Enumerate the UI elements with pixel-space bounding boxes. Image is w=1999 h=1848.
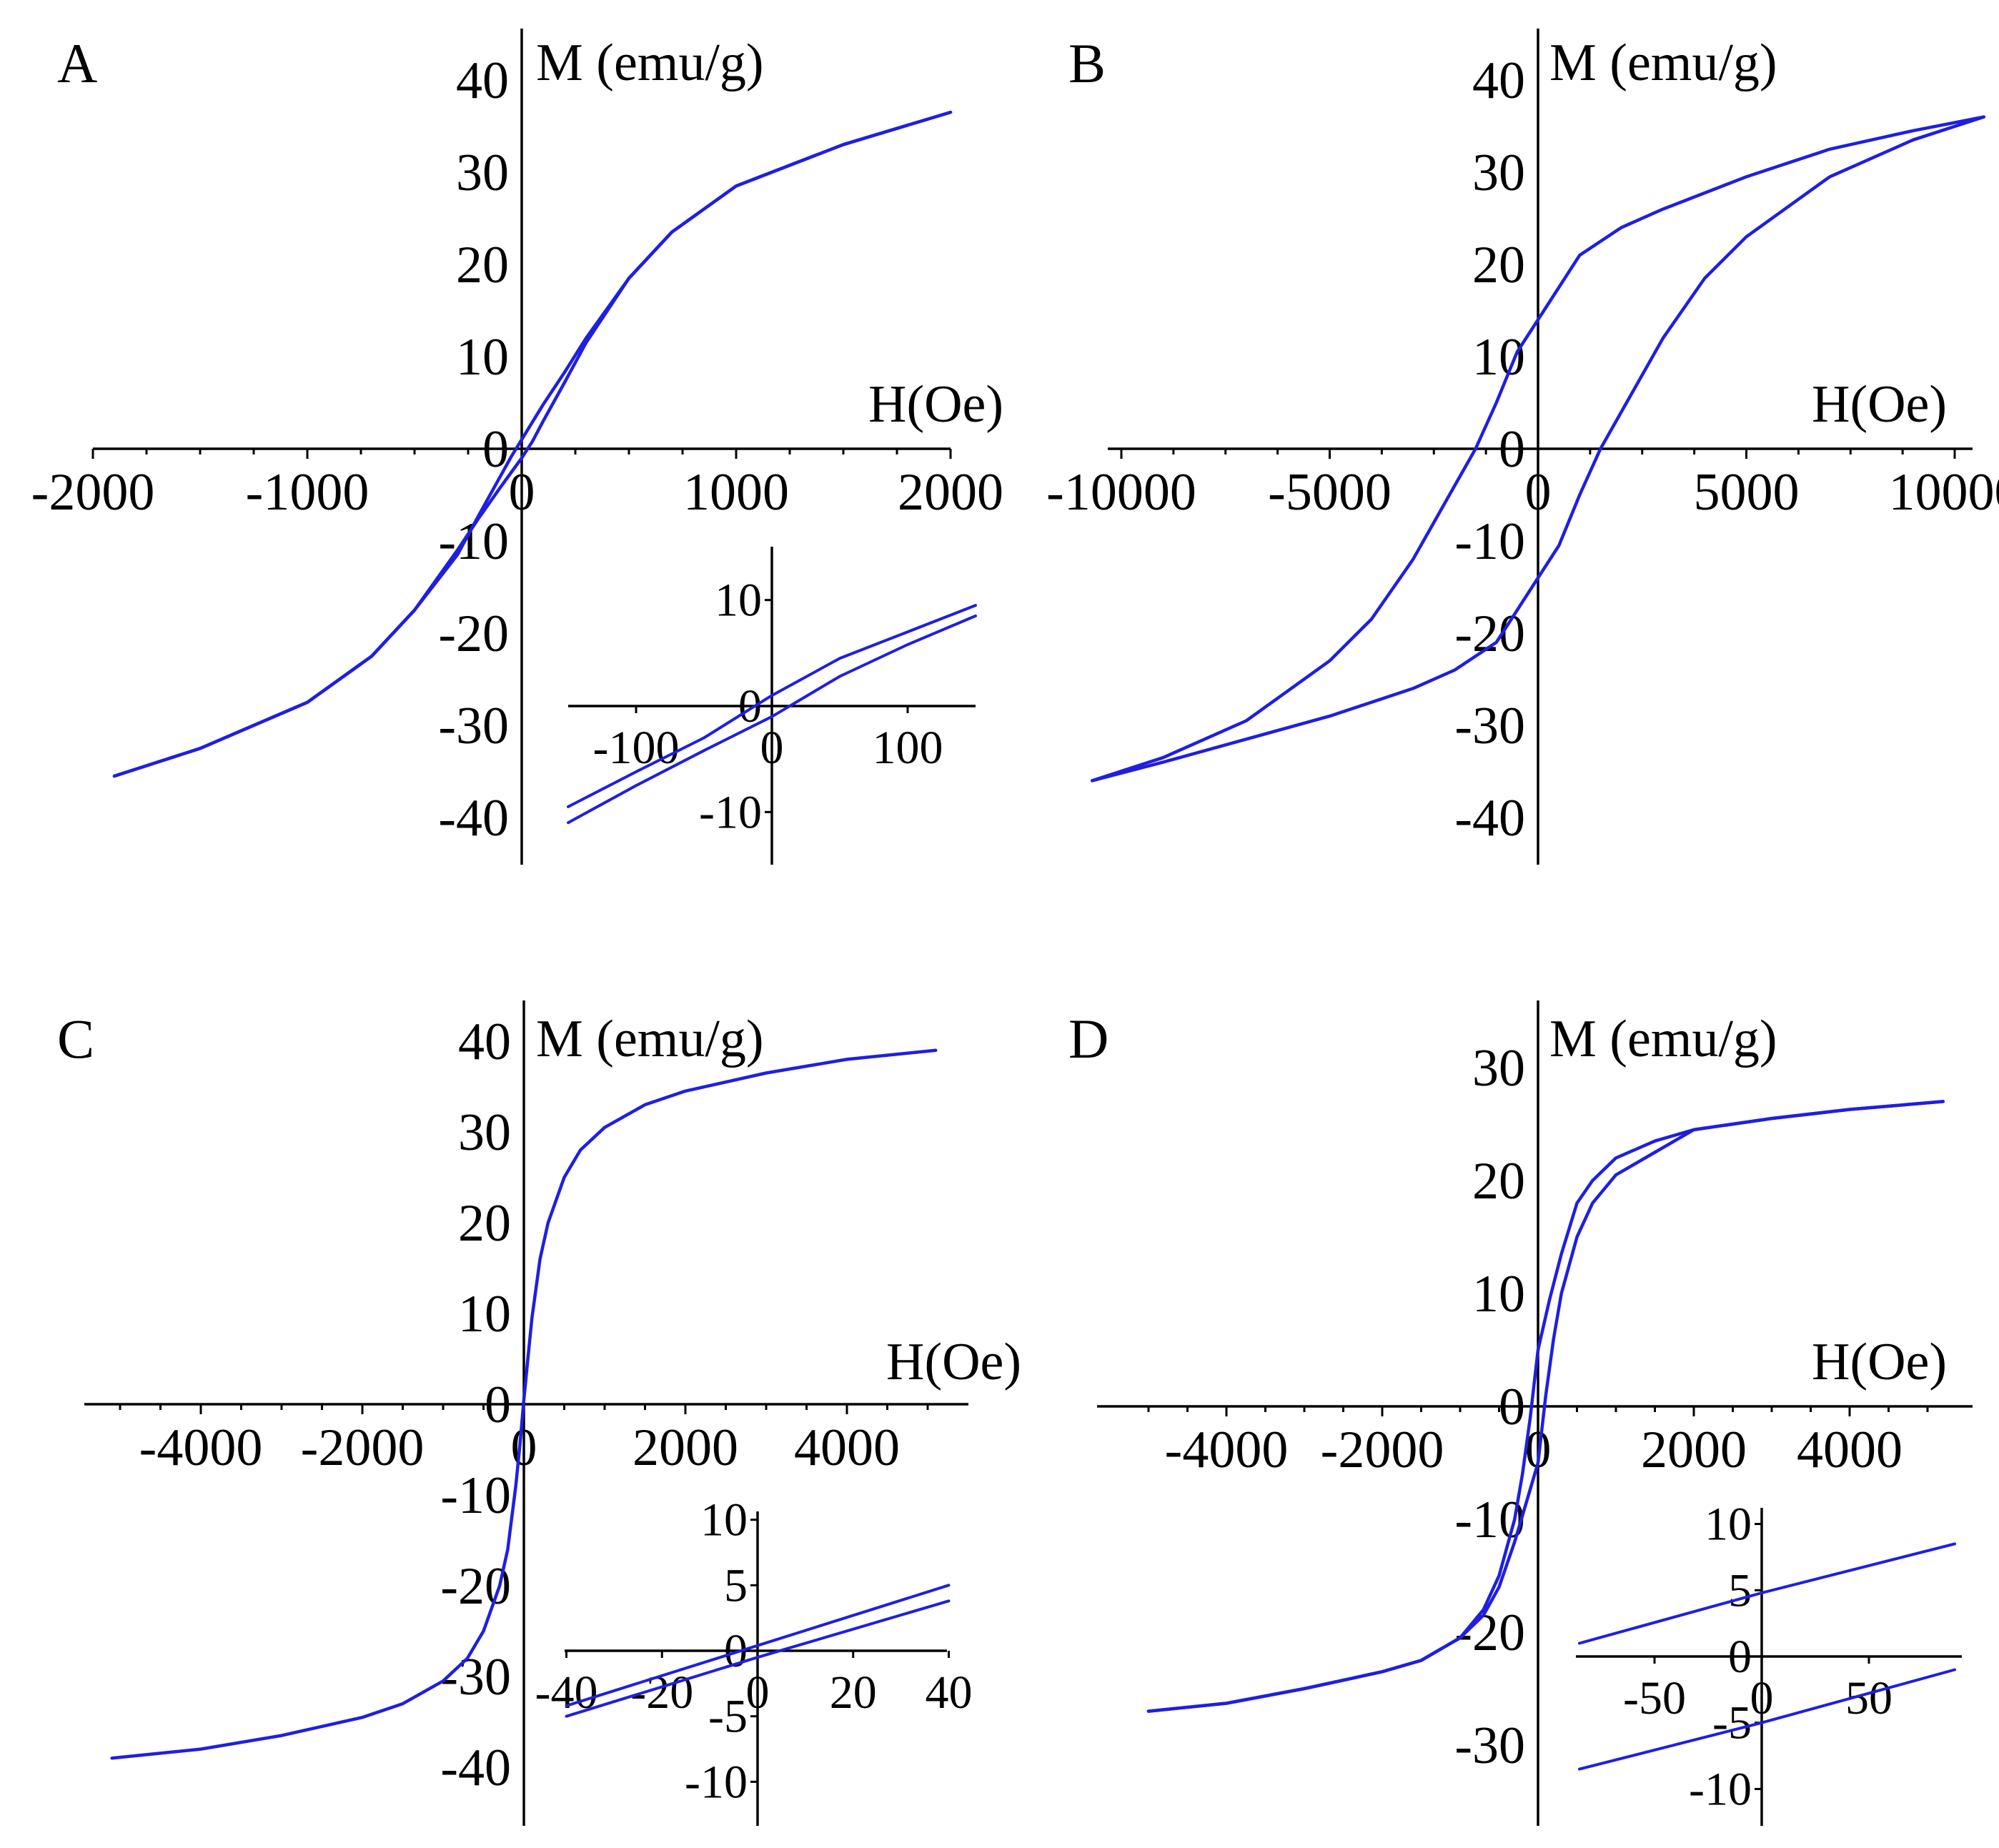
x-tick-label: 0 <box>509 463 535 522</box>
panel-letter: B <box>1068 32 1106 94</box>
hysteresis-branch-2 <box>1090 115 1986 783</box>
x-axis-title: H(Oe) <box>1812 1333 1947 1391</box>
x-tick-label: -4000 <box>139 1419 263 1477</box>
x-tick-label: 2000 <box>1641 1421 1747 1479</box>
y-tick-label: 10 <box>458 1285 511 1343</box>
panel-letter: A <box>57 32 97 94</box>
y-tick-label: 20 <box>1472 1152 1525 1211</box>
inset-y-tick-label: 10 <box>700 1494 748 1546</box>
y-tick-label: 30 <box>458 1103 511 1162</box>
y-tick-label: 40 <box>458 1013 511 1071</box>
x-tick-label: 10000 <box>1889 463 1999 522</box>
y-tick-label: 0 <box>1499 420 1525 479</box>
hysteresis-branch-1 <box>1090 115 1986 783</box>
x-tick-label: 0 <box>1525 463 1552 522</box>
hysteresis-branch-2 <box>112 110 953 778</box>
x-tick-label: 2000 <box>633 1419 738 1477</box>
y-tick-label: -40 <box>440 1739 511 1797</box>
y-tick-label: 10 <box>1472 1265 1525 1323</box>
x-axis-title: H(Oe) <box>1812 375 1947 434</box>
y-tick-label: 30 <box>1472 1039 1525 1098</box>
y-tick-label: 20 <box>458 1194 511 1253</box>
chart-panel-c: -4000 -2000 0 2000 4000-40-30-20-10010203040… <box>57 1000 1021 1826</box>
inset-x-tick-label: 0 <box>760 722 784 774</box>
inset-x-tick-label: 100 <box>873 722 943 774</box>
x-axis-title: H(Oe) <box>886 1333 1021 1391</box>
inset-branch-2 <box>1578 1668 1956 1771</box>
y-tick-label: -40 <box>438 789 509 848</box>
y-tick-label: 20 <box>1472 236 1525 294</box>
hysteresis-branch-1 <box>112 110 953 778</box>
inset-branch-1 <box>1578 1542 1956 1645</box>
inset-y-tick-label: 5 <box>724 1559 748 1611</box>
x-tick-label: -10000 <box>1046 463 1196 522</box>
inset-y-tick-label: 10 <box>1705 1499 1752 1551</box>
inset-branch-2 <box>567 604 977 808</box>
y-tick-label: 0 <box>485 1376 511 1434</box>
inset-x-tick-label: 20 <box>830 1666 877 1719</box>
x-tick-label: -4000 <box>1165 1421 1289 1479</box>
y-axis-title: M (emu/g) <box>1549 34 1777 92</box>
inset-x-tick-label: 0 <box>746 1666 770 1719</box>
y-tick-label: 40 <box>1472 51 1525 110</box>
inset-y-tick-label: 10 <box>715 575 762 627</box>
inset-y-tick-label: -5 <box>1712 1697 1752 1749</box>
x-tick-label: -2000 <box>1321 1421 1444 1479</box>
y-tick-label: -30 <box>1454 1717 1525 1775</box>
y-tick-label: -30 <box>440 1648 511 1707</box>
y-tick-label: 10 <box>456 328 509 387</box>
inset-y-tick-label: 0 <box>1728 1631 1752 1683</box>
y-tick-label: -40 <box>1454 789 1525 848</box>
inset-y-tick-label: -10 <box>699 786 762 838</box>
inset-x-tick-label: -50 <box>1623 1672 1686 1724</box>
hysteresis-branch-1 <box>110 1048 938 1760</box>
inset-y-tick-label: -10 <box>1689 1763 1752 1815</box>
inset-branch-1 <box>567 614 977 825</box>
inset-y-tick-label: -10 <box>685 1756 748 1808</box>
inset-branch-2 <box>565 1599 951 1718</box>
y-tick-label: -20 <box>438 605 509 663</box>
y-tick-label: 30 <box>1472 144 1525 202</box>
x-tick-label: 4000 <box>1797 1421 1903 1479</box>
x-tick-label: -2000 <box>31 463 155 522</box>
x-axis-title: H(Oe) <box>868 375 1003 434</box>
y-tick-label: -10 <box>1454 512 1525 571</box>
hysteresis-branch-2 <box>1146 1100 1945 1713</box>
y-tick-label: 20 <box>456 236 509 294</box>
x-tick-label: -2000 <box>301 1419 425 1477</box>
y-axis-title: M (emu/g) <box>1549 1010 1777 1068</box>
x-tick-label: 0 <box>511 1419 537 1477</box>
y-axis-title: M (emu/g) <box>536 34 764 92</box>
x-tick-label: 2000 <box>898 463 1003 522</box>
y-tick-label: 10 <box>1472 328 1525 387</box>
inset-x-tick-label: 0 <box>1750 1672 1774 1724</box>
inset-y-tick-label: -5 <box>708 1691 748 1743</box>
chart-panel-a: -2000 -1000 0 1000 2000-40-30-20-10010203040… <box>31 29 1003 865</box>
chart-panel-d: -4000 -2000 0 2000 4000-30-20-100102030DH(Oe… <box>1068 1000 1973 1826</box>
x-tick-label: 4000 <box>794 1419 900 1477</box>
y-tick-label: -30 <box>1454 697 1525 755</box>
y-tick-label: 30 <box>456 144 509 202</box>
panel-letter: D <box>1068 1008 1108 1070</box>
x-tick-label: 5000 <box>1694 463 1800 522</box>
y-tick-label: -30 <box>438 697 509 755</box>
y-axis-title: M (emu/g) <box>536 1010 764 1068</box>
x-tick-label: -5000 <box>1268 463 1392 522</box>
y-tick-label: -10 <box>440 1466 511 1525</box>
y-tick-label: 0 <box>1499 1378 1525 1436</box>
x-tick-label: -1000 <box>246 463 369 522</box>
inset-x-tick-label: -100 <box>593 722 680 774</box>
inset-x-tick-label: 40 <box>926 1666 973 1719</box>
chart-panel-b: -10000-50000500010000-40-30-20-100102030… <box>1046 29 1999 865</box>
x-tick-label: 1000 <box>683 463 789 522</box>
inset-branch-1 <box>565 1584 951 1707</box>
y-tick-label: 40 <box>456 51 509 110</box>
panel-letter: C <box>57 1008 94 1070</box>
inset-y-tick-label: 5 <box>1728 1564 1752 1616</box>
